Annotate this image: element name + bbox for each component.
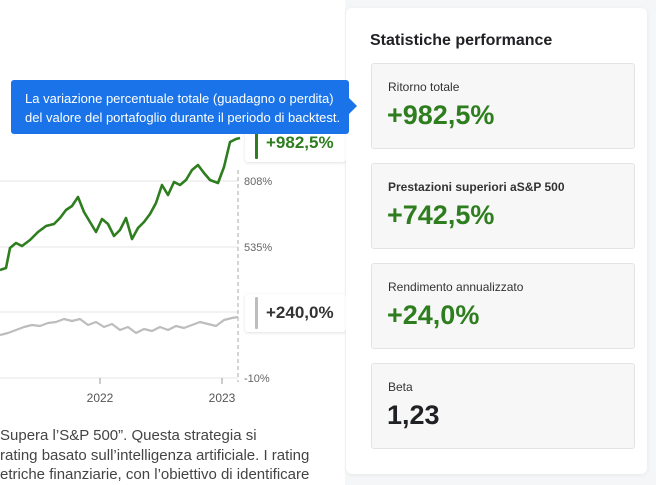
stat-label: Prestazioni superiori aS&P 500 <box>388 180 565 194</box>
total-return-tooltip: La variazione percentuale totale (guadag… <box>11 80 357 134</box>
stat-value: +982,5% <box>387 100 495 130</box>
stat-card-annualized-return: Rendimento annualizzato +24,0% <box>371 263 635 349</box>
sp500-color-marker <box>255 297 258 329</box>
stat-value: 1,23 <box>387 400 440 430</box>
tooltip-line: La variazione percentuale totale (guadag… <box>25 91 334 106</box>
stat-value: +742,5% <box>387 200 495 230</box>
description-line: rating basato sull’intelligenza artifici… <box>0 446 310 464</box>
strategy-line <box>0 136 241 272</box>
strategy-description: Supera l’S&P 500”. Questa strategia si r… <box>0 426 340 485</box>
sp500-value: +240,0% <box>266 303 334 322</box>
tooltip-line: del valore del portafoglio durante il pe… <box>25 110 341 125</box>
strategy-value: +982,5% <box>266 133 334 152</box>
y-tick-label: 808% <box>244 176 272 188</box>
y-tick-label: -10% <box>244 373 270 385</box>
stat-card-beta: Beta 1,23 <box>371 363 635 449</box>
stat-label: Rendimento annualizzato <box>388 280 524 294</box>
y-tick-label: 535% <box>244 242 272 254</box>
stat-card-total-return[interactable]: Ritorno totale +982,5% <box>371 63 635 149</box>
strategy-color-marker <box>255 127 258 159</box>
sp500-value-callout: +240,0% <box>245 294 346 332</box>
sp500-line <box>0 315 239 337</box>
stat-label: Beta <box>388 380 413 394</box>
chart-plot: 808% 535% -10% 2022 2023 <box>0 136 272 405</box>
x-tick-label: 2022 <box>87 391 114 405</box>
x-tick-label: 2023 <box>209 391 236 405</box>
performance-stats-panel: Statistiche performance Ritorno totale +… <box>346 8 647 474</box>
panel-title: Statistiche performance <box>370 32 553 49</box>
description-line: etriche finanziarie, con l’obiettivo di … <box>0 466 310 483</box>
description-line: Supera l’S&P 500”. Questa strategia si <box>0 427 257 444</box>
performance-chart: 808% 535% -10% 2022 2023 +982,5% +240,0% Sup… <box>0 127 346 485</box>
stat-card-outperformance: Prestazioni superiori aS&P 500 +742,5% <box>371 163 635 249</box>
stat-value: +24,0% <box>387 300 480 330</box>
stat-label: Ritorno totale <box>388 80 460 94</box>
